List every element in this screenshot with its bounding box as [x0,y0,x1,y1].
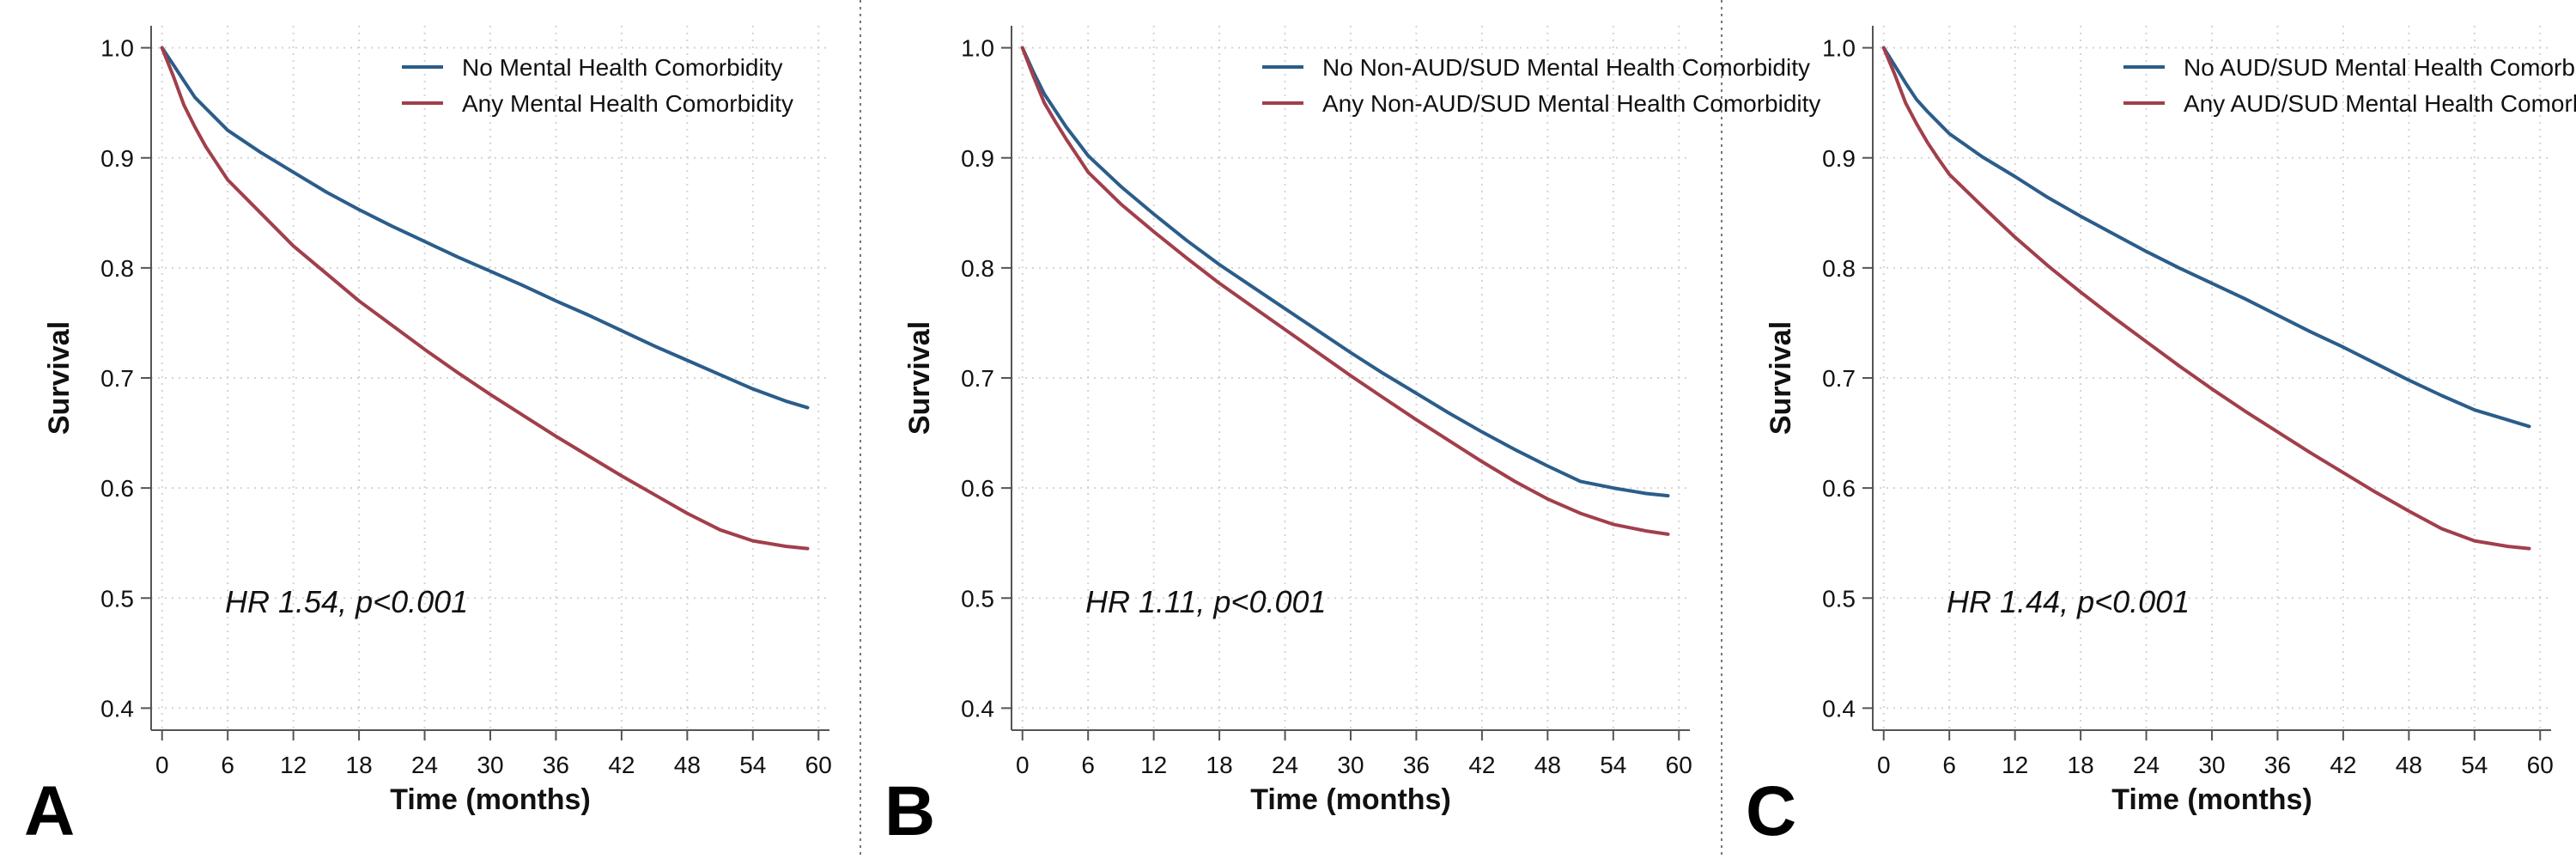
panel-label: A [24,772,75,850]
y-tick-label: 0.4 [961,695,994,722]
chart-panel-c: 0.4 0.5 0.6 0.7 0.8 0.9 1.0 0 6 12 18 24 30 36 42 48 54 6… [1746,26,2576,850]
x-tick-label: 54 [2461,752,2488,778]
x-tick-label: 60 [1666,752,1692,778]
x-tick-label: 0 [1877,752,1891,778]
x-tick-label: 54 [1600,752,1626,778]
x-tick-label: 48 [674,752,701,778]
x-tick-label: 60 [805,752,832,778]
hr-annotation: HR 1.54, p<0.001 [225,584,468,619]
x-axis-title: Time (months) [2111,783,2312,816]
y-tick-label: 0.8 [100,255,134,282]
y-tick-label: 0.6 [1822,475,1856,502]
x-tick-label: 18 [1206,752,1233,778]
x-tick-label: 6 [221,752,234,778]
y-axis-title: Survival [43,321,76,435]
series-line-1 [160,46,810,551]
x-tick-label: 36 [2264,752,2291,778]
y-tick-label: 0.9 [1822,145,1856,172]
y-axis-title: Survival [903,321,936,435]
y-axis-title: Survival [1765,321,1797,435]
x-tick-label: 48 [1534,752,1561,778]
x-tick-label: 42 [2330,752,2356,778]
x-tick-label: 24 [411,752,438,778]
y-tick-label: 0.5 [1822,585,1856,612]
x-tick-label: 36 [1403,752,1430,778]
x-tick-label: 60 [2527,752,2554,778]
x-axis-title: Time (months) [390,783,591,816]
series-line-0 [1020,46,1670,498]
x-tick-label: 42 [608,752,635,778]
x-tick-label: 30 [477,752,503,778]
legend-label: Any Mental Health Comorbidity [462,90,793,117]
x-tick-label: 30 [1337,752,1364,778]
x-tick-label: 0 [155,752,169,778]
series-line-0 [160,46,810,410]
y-tick-label: 0.7 [961,365,994,392]
hr-annotation: HR 1.11, p<0.001 [1085,584,1327,619]
y-tick-label: 1.0 [100,35,134,62]
chart-panel-a: 0.4 0.5 0.6 0.7 0.8 0.9 1.0 0 6 12 18 24 30 36 42 48 54 6… [24,26,832,850]
y-tick-label: 0.5 [961,585,994,612]
x-tick-label: 18 [346,752,373,778]
x-tick-label: 24 [1272,752,1298,778]
y-tick-label: 0.7 [1822,365,1856,392]
x-tick-label: 6 [1942,752,1956,778]
legend-label: No Mental Health Comorbidity [462,54,783,81]
y-tick-label: 0.6 [961,475,994,502]
hr-annotation: HR 1.44, p<0.001 [1947,584,2190,619]
x-tick-label: 54 [739,752,766,778]
x-tick-label: 12 [280,752,307,778]
x-tick-label: 36 [543,752,569,778]
y-tick-label: 0.7 [100,365,134,392]
legend-label: No AUD/SUD Mental Health Comorbidity [2184,54,2576,81]
y-tick-label: 0.4 [1822,695,1856,722]
y-tick-label: 1.0 [961,35,994,62]
y-tick-label: 0.9 [100,145,134,172]
chart-panel-b: 0.4 0.5 0.6 0.7 0.8 0.9 1.0 0 6 12 18 24 30 36 42 48 54 6… [884,26,1820,850]
x-tick-label: 24 [2133,752,2160,778]
panel-label: C [1746,772,1796,850]
y-tick-label: 1.0 [1822,35,1856,62]
panel-label: B [884,772,935,850]
series-line-1 [1881,46,2531,551]
x-tick-label: 12 [2002,752,2028,778]
y-tick-label: 0.6 [100,475,134,502]
y-tick-label: 0.5 [100,585,134,612]
x-tick-label: 0 [1016,752,1030,778]
legend-label: Any AUD/SUD Mental Health Comorbidity [2184,90,2576,117]
y-tick-label: 0.9 [961,145,994,172]
legend-label: No Non-AUD/SUD Mental Health Comorbidity [1322,54,1810,81]
series-line-0 [1881,46,2531,429]
series-line-1 [1020,46,1670,536]
y-tick-label: 0.8 [1822,255,1856,282]
x-tick-label: 30 [2198,752,2225,778]
x-tick-label: 12 [1140,752,1167,778]
x-tick-label: 42 [1468,752,1495,778]
y-tick-label: 0.8 [961,255,994,282]
x-tick-label: 18 [2068,752,2094,778]
x-tick-label: 6 [1081,752,1095,778]
x-axis-title: Time (months) [1250,783,1451,816]
y-tick-label: 0.4 [100,695,134,722]
legend-label: Any Non-AUD/SUD Mental Health Comorbidit… [1322,90,1820,117]
x-tick-label: 48 [2396,752,2422,778]
